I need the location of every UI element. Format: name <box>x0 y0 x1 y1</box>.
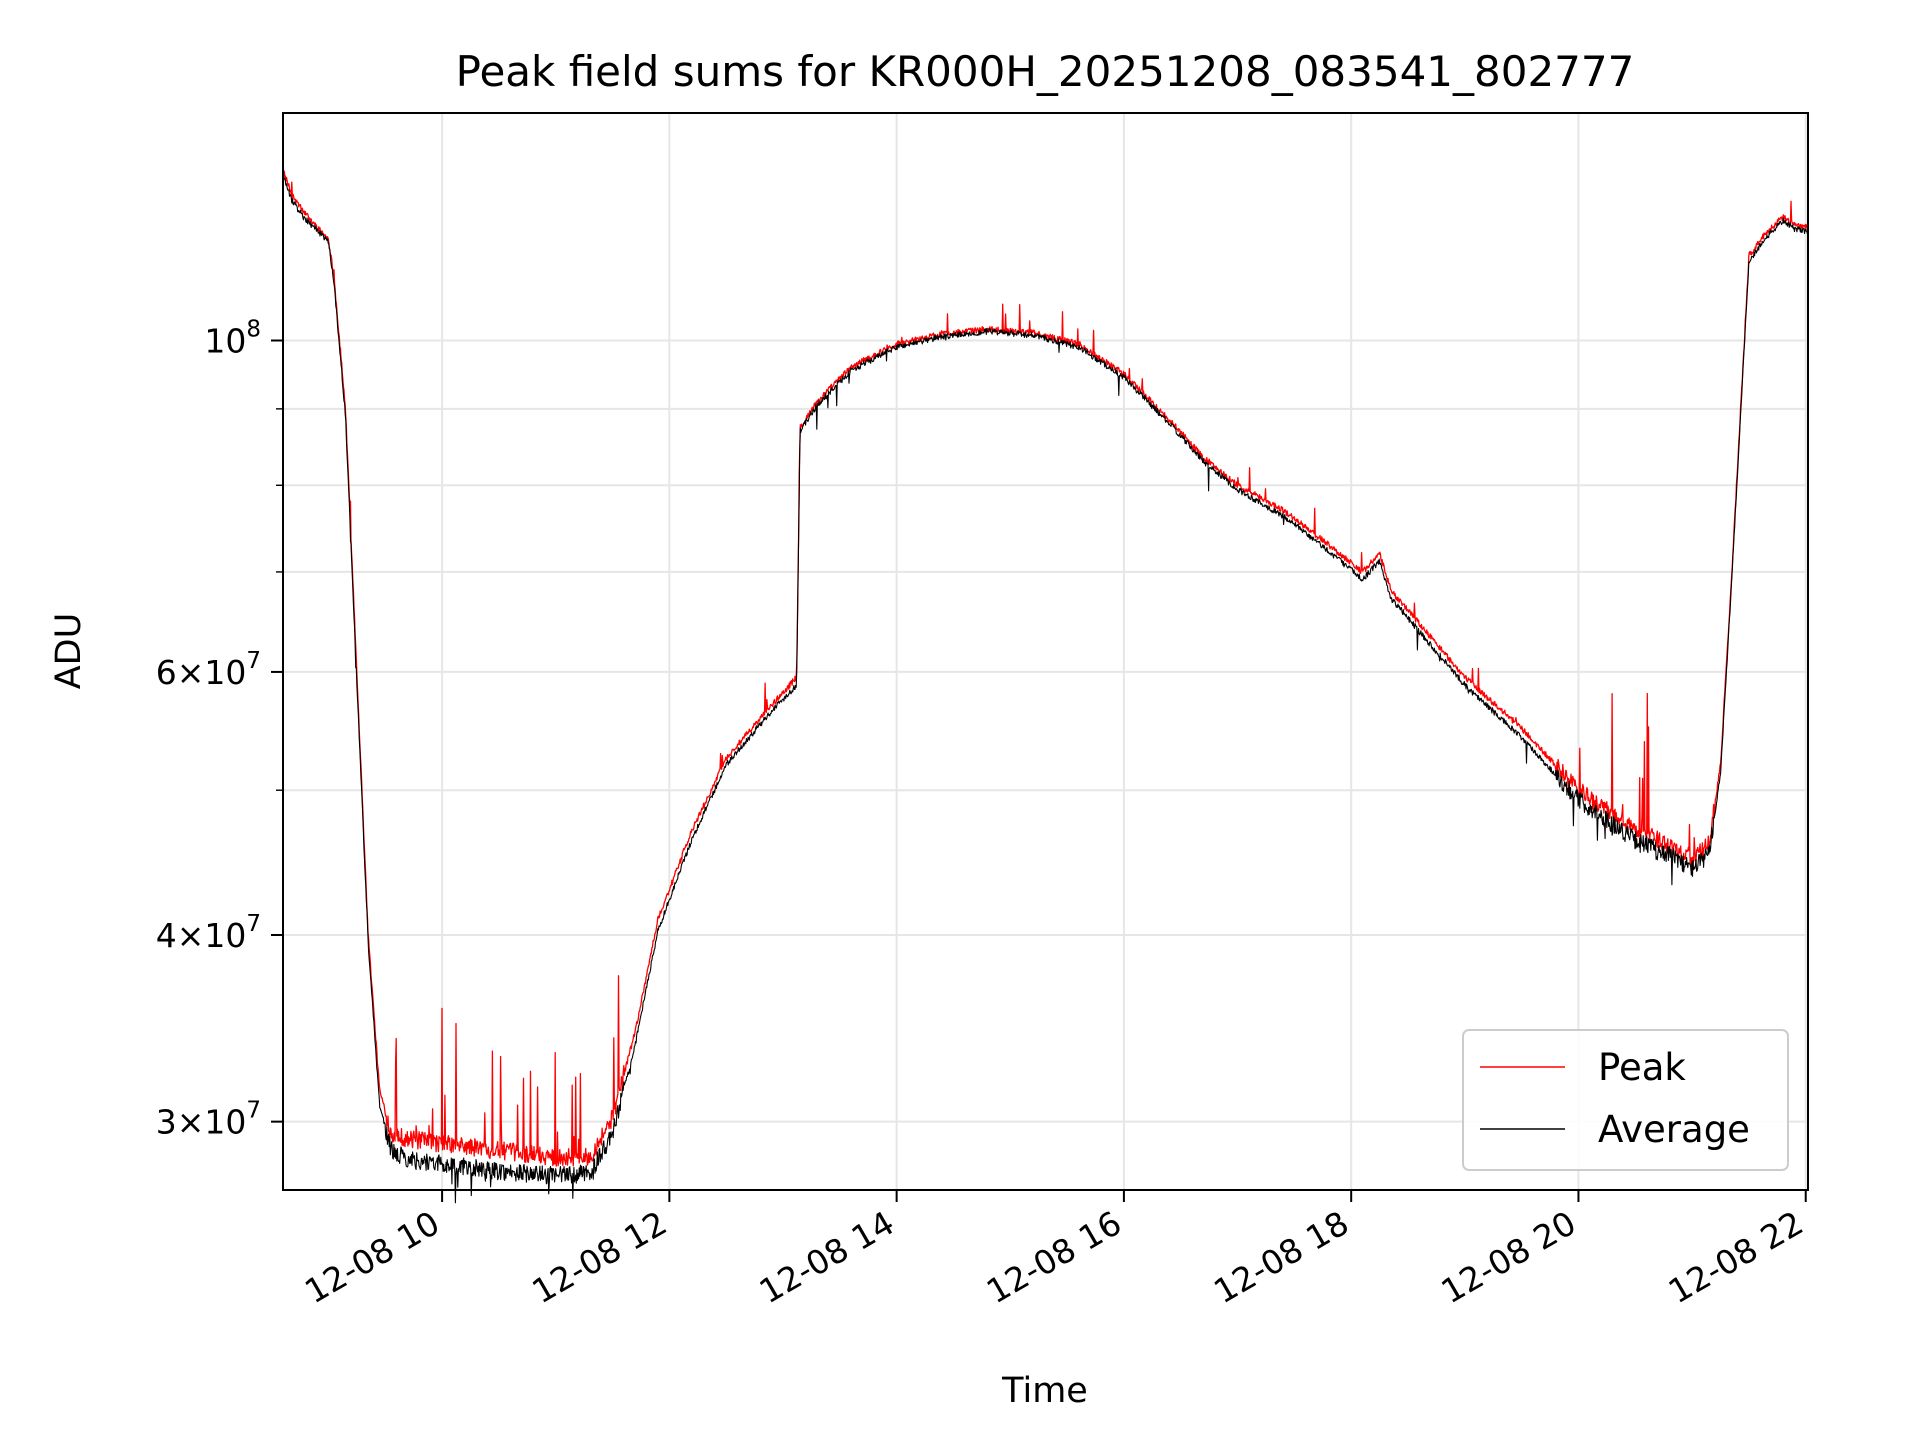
chart-title: Peak field sums for KR000H_20251208_0835… <box>456 47 1635 96</box>
y-tick-label: 108 <box>204 317 261 361</box>
y-tick-base: 10 <box>204 1103 246 1142</box>
y-tick-exponent: 8 <box>246 317 261 343</box>
y-tick-label: 6×107 <box>156 648 261 692</box>
y-tick-base: 10 <box>204 916 246 955</box>
legend-box <box>1462 1029 1789 1171</box>
y-tick-base: 10 <box>204 322 246 361</box>
y-tick-times-sign: × <box>177 653 205 692</box>
y-tick-times-sign: × <box>177 1103 205 1142</box>
legend: Peak Average <box>1462 1029 1789 1171</box>
y-tick-label: 4×107 <box>156 911 261 955</box>
y-tick-mantissa: 6 <box>156 653 177 692</box>
y-tick-exponent: 7 <box>246 648 261 674</box>
y-tick-times-sign: × <box>177 916 205 955</box>
series-line-peak <box>282 170 1809 1167</box>
plot-area-frame <box>282 112 1809 1191</box>
series-line-average <box>282 172 1809 1204</box>
series <box>282 170 1809 1204</box>
y-tick-label: 3×107 <box>156 1098 261 1142</box>
legend-average-label: Average <box>1598 1108 1750 1151</box>
y-tick-mantissa: 3 <box>156 1103 177 1142</box>
y-tick-exponent: 7 <box>246 1098 261 1124</box>
y-tick-base: 10 <box>204 653 246 692</box>
y-tick-mantissa: 4 <box>156 916 177 955</box>
x-axis-label: Time <box>1001 1371 1088 1411</box>
legend-peak-label: Peak <box>1598 1046 1686 1089</box>
y-axis-label: ADU <box>49 613 89 690</box>
y-tick-exponent: 7 <box>246 911 261 937</box>
